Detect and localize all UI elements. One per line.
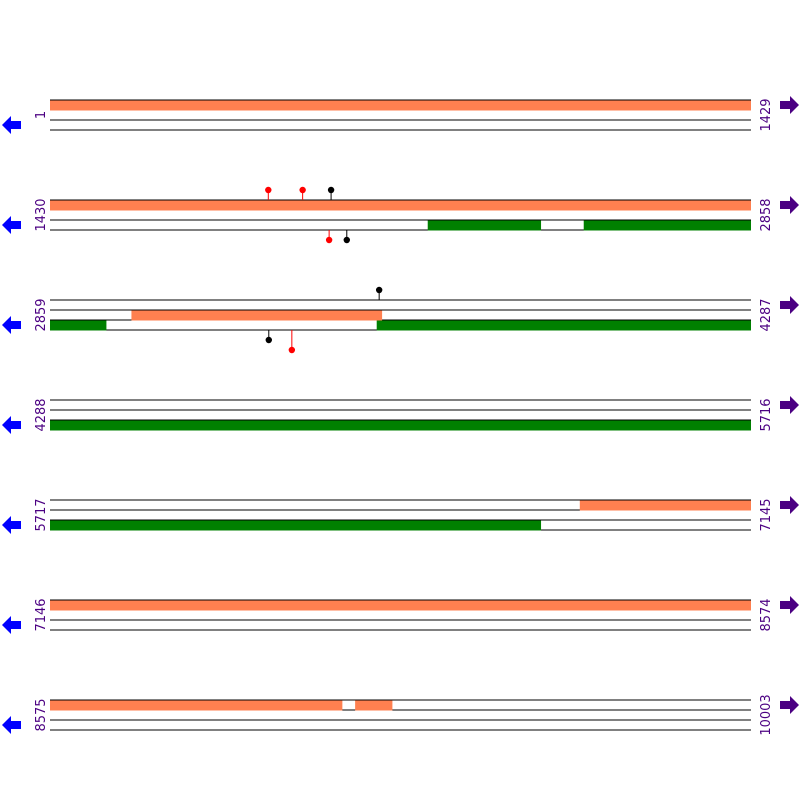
arrow-left-icon — [2, 316, 21, 334]
orange-frame-segment — [355, 700, 393, 711]
variant-marker — [288, 346, 296, 354]
row-start-label: 7146 — [34, 598, 49, 631]
row-end-label: 2858 — [759, 198, 774, 231]
row-start-label: 1 — [34, 111, 49, 119]
variant-marker — [265, 186, 272, 194]
arrow-left-icon — [2, 616, 21, 634]
row-start-label: 2859 — [34, 298, 49, 331]
sequence-row: 5717 7145 — [2, 496, 799, 534]
row-start-label: 5717 — [34, 498, 49, 531]
orange-frame-segment — [131, 310, 383, 321]
row-end-label: 8574 — [759, 598, 774, 631]
arrow-left-icon — [2, 116, 21, 134]
variant-marker — [343, 236, 350, 244]
arrow-right-icon — [780, 196, 799, 214]
variant-marker — [265, 336, 272, 344]
row-end-label: 10003 — [759, 694, 774, 735]
green-frame-segment — [50, 520, 542, 531]
arrow-right-icon — [780, 596, 799, 614]
green-frame-segment — [583, 220, 751, 231]
orange-frame-segment — [50, 600, 751, 611]
sequence-row: 1 1429 — [2, 96, 799, 134]
sequence-row: 2859 4287 — [2, 286, 799, 354]
arrow-right-icon — [780, 96, 799, 114]
orange-frame-segment — [50, 100, 751, 111]
sequence-row: 1430 2858 — [2, 186, 799, 244]
arrow-right-icon — [780, 396, 799, 414]
green-frame-segment — [50, 420, 751, 431]
sequence-row: 7146 8574 — [2, 596, 799, 634]
row-end-label: 5716 — [759, 398, 774, 431]
arrow-left-icon — [2, 216, 21, 234]
sequence-row: 8575 10003 — [2, 694, 799, 736]
arrow-right-icon — [780, 496, 799, 514]
orange-frame-segment — [50, 200, 751, 211]
orange-frame-segment — [50, 700, 343, 711]
row-end-label: 1429 — [759, 98, 774, 131]
arrow-right-icon — [780, 296, 799, 314]
variant-marker — [299, 186, 306, 194]
green-frame-segment — [427, 220, 542, 231]
variant-marker — [327, 186, 335, 194]
row-start-label: 1430 — [34, 198, 49, 231]
arrow-left-icon — [2, 516, 21, 534]
arrow-left-icon — [2, 416, 21, 434]
sequence-row: 4288 5716 — [2, 396, 799, 434]
variant-marker — [325, 236, 333, 244]
arrow-left-icon — [2, 716, 21, 734]
green-frame-segment — [376, 320, 751, 331]
row-start-label: 4288 — [34, 398, 49, 431]
row-end-label: 7145 — [759, 498, 774, 531]
variant-marker — [375, 286, 383, 294]
row-start-label: 8575 — [34, 698, 49, 731]
row-end-label: 4287 — [759, 298, 774, 331]
green-frame-segment — [50, 320, 107, 331]
arrow-right-icon — [780, 696, 799, 714]
orange-frame-segment — [579, 500, 751, 511]
